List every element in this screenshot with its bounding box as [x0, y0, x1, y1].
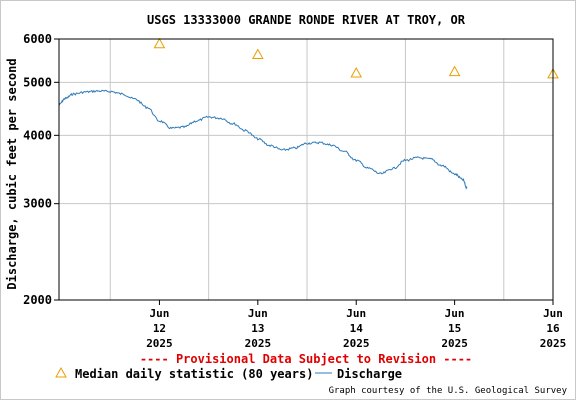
x-tick-label-line: Jun: [150, 307, 170, 320]
x-tick-label-line: 2025: [441, 337, 468, 350]
legend: Median daily statistic (80 years) Discha…: [55, 366, 402, 381]
x-tick-label-line: 13: [251, 322, 264, 335]
plot-border: [58, 38, 554, 301]
x-tick-label-line: Jun: [346, 307, 366, 320]
legend-discharge-label: Discharge: [337, 367, 402, 381]
y-axis-label: Discharge, cubic feet per second: [5, 58, 19, 289]
median-markers: [153, 37, 559, 79]
x-tick-label-line: Jun: [445, 307, 465, 320]
legend-median-marker: [55, 366, 67, 378]
median-marker: [350, 66, 363, 78]
x-tick-label-line: 15: [448, 322, 461, 335]
x-tick-label-line: 2025: [245, 337, 272, 350]
y-tick-label: 5000: [23, 75, 52, 89]
provisional-notice: ---- Provisional Data Subject to Revisio…: [140, 352, 472, 366]
x-tick-label-line: Jun: [248, 307, 268, 320]
y-tick-label: 4000: [23, 128, 52, 142]
x-tick-label-line: 12: [153, 322, 166, 335]
x-tick-label: Jun 16 2025: [540, 307, 567, 350]
x-tick-label-line: 2025: [343, 337, 370, 350]
x-tick-label-line: 14: [350, 322, 364, 335]
median-marker: [448, 65, 461, 77]
legend-median-label: Median daily statistic (80 years): [75, 367, 313, 381]
x-axis-ticks: Jun 12 2025 Jun 13 2025 Jun 14 2025 Jun 15 2025 Jun 1…: [146, 300, 566, 350]
x-tick-label-line: 2025: [540, 337, 567, 350]
median-marker: [153, 37, 166, 49]
y-tick-label: 6000: [23, 32, 52, 46]
x-tick-label-line: 16: [546, 322, 560, 335]
median-marker: [251, 48, 264, 60]
plot-area: [59, 39, 553, 300]
discharge-line: [59, 89, 468, 190]
x-tick-label: Jun 12 2025: [146, 307, 173, 350]
chart-title: USGS 13333000 GRANDE RONDE RIVER AT TROY…: [147, 13, 466, 27]
y-tick-label: 2000: [23, 293, 52, 307]
usgs-credit: Graph courtesy of the U.S. Geological Su…: [329, 386, 568, 396]
x-tick-label-line: Jun: [543, 307, 563, 320]
x-tick-label: Jun 13 2025: [245, 307, 272, 350]
x-tick-label: Jun 15 2025: [441, 307, 468, 350]
x-tick-label: Jun 14 2025: [343, 307, 370, 350]
y-tick-label: 3000: [23, 197, 52, 211]
y-axis-ticks: 2000 3000 4000 5000 6000: [23, 32, 59, 307]
x-tick-label-line: 2025: [146, 337, 173, 350]
